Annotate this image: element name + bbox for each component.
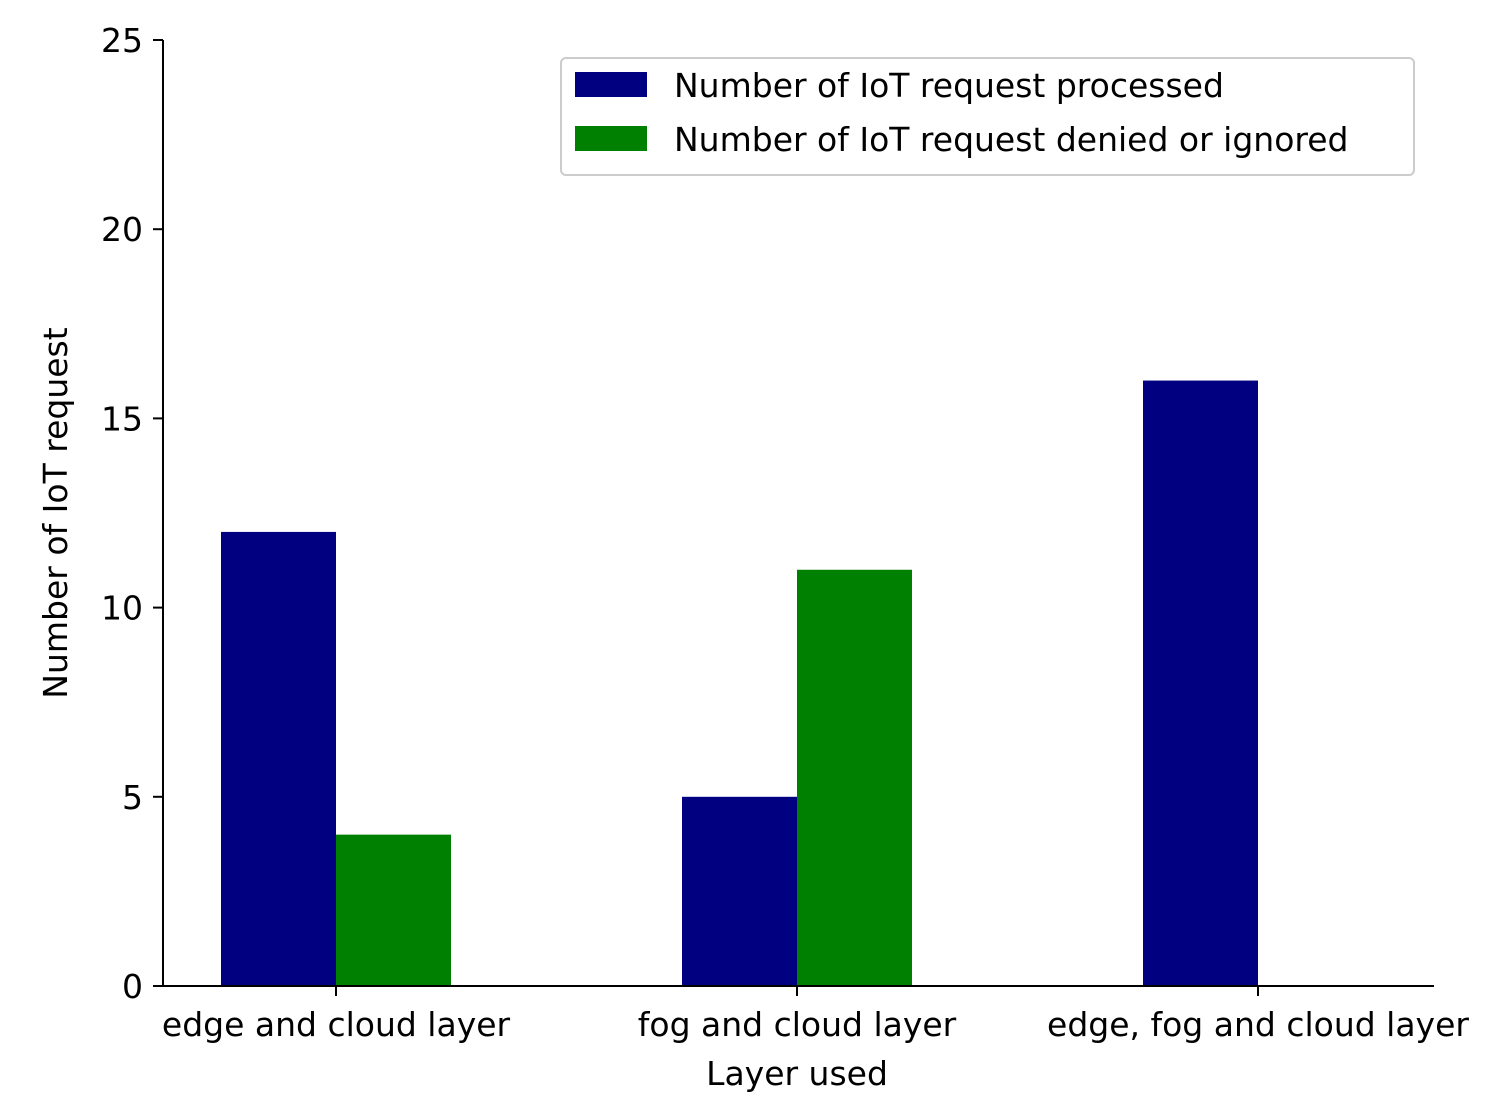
x-tick-label: fog and cloud layer xyxy=(638,1005,957,1044)
bar-denied-0 xyxy=(336,834,451,986)
y-axis-label: Number of IoT request xyxy=(36,327,75,698)
y-ticks-group: 0 5 10 15 20 25 xyxy=(101,21,163,1006)
legend-swatch-processed xyxy=(575,72,647,97)
y-tick-label: 25 xyxy=(101,21,143,60)
x-tick-label: edge and cloud layer xyxy=(162,1005,511,1044)
y-tick-label: 20 xyxy=(101,210,143,249)
legend: Number of IoT request processed Number o… xyxy=(560,57,1415,176)
bar-processed-1 xyxy=(682,796,797,986)
bars-group xyxy=(221,380,1258,986)
y-tick-label: 15 xyxy=(101,399,143,438)
y-tick-label: 5 xyxy=(122,778,143,817)
legend-label-denied: Number of IoT request denied or ignored xyxy=(674,120,1349,159)
x-axis-label: Layer used xyxy=(706,1054,888,1093)
x-ticks-group: edge and cloud layer fog and cloud layer e… xyxy=(162,986,1469,1044)
y-tick-label: 0 xyxy=(122,967,143,1006)
legend-swatch-denied xyxy=(575,126,647,151)
bar-processed-2 xyxy=(1143,380,1258,986)
legend-frame xyxy=(560,57,1415,176)
x-tick-label: edge, fog and cloud layer xyxy=(1047,1005,1469,1044)
bar-denied-1 xyxy=(797,569,912,986)
bar-processed-0 xyxy=(221,531,336,986)
legend-label-processed: Number of IoT request processed xyxy=(674,66,1224,105)
y-tick-label: 10 xyxy=(101,589,143,628)
